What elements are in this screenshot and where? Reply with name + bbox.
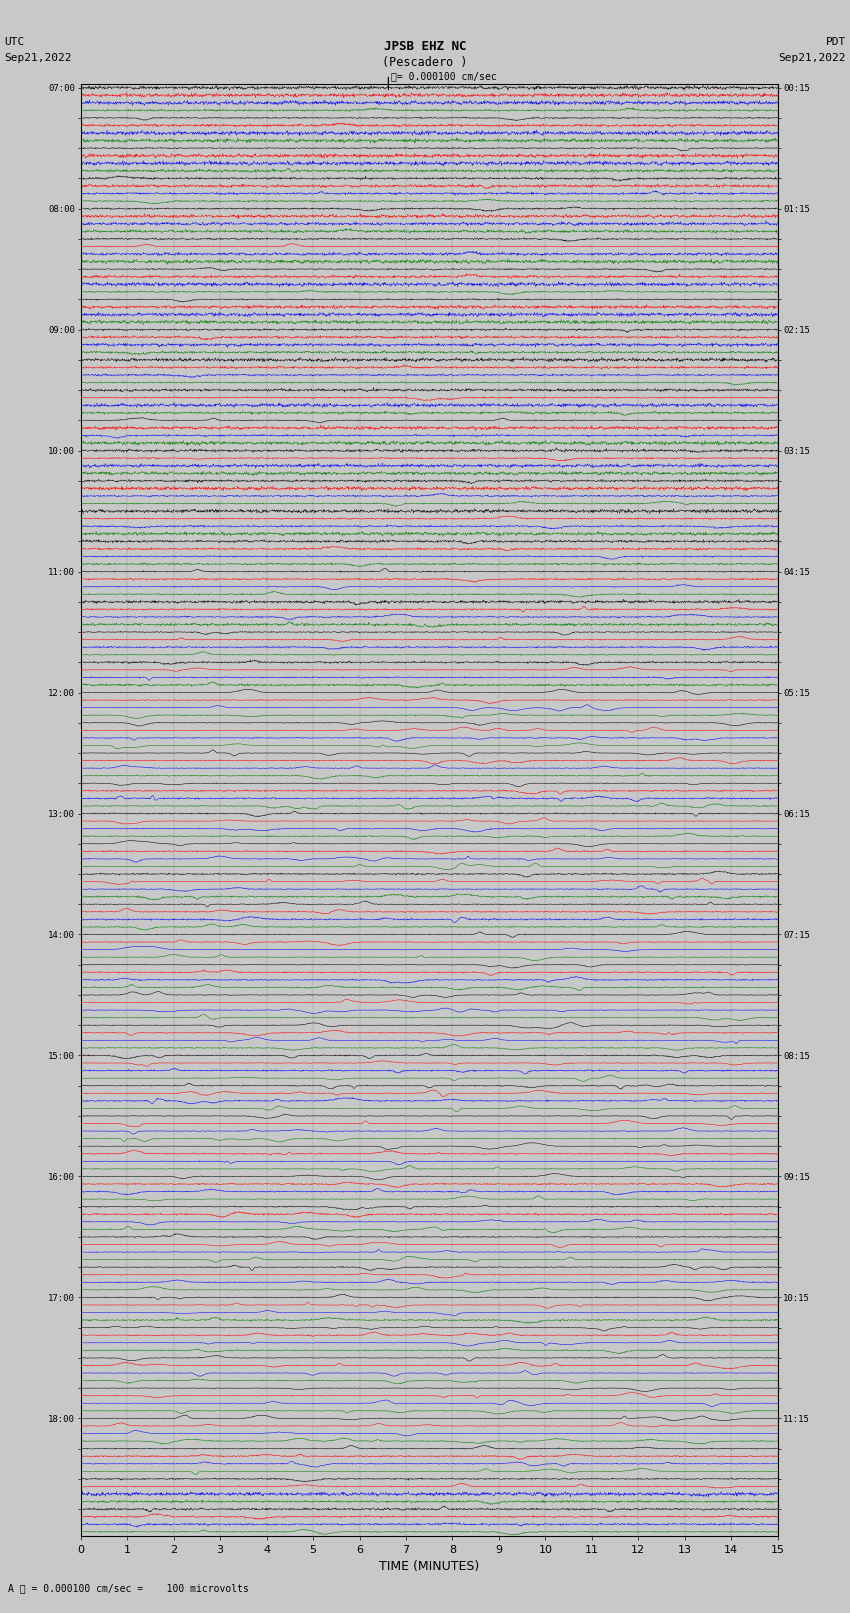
Text: JPSB EHZ NC: JPSB EHZ NC <box>383 40 467 53</box>
Text: PDT: PDT <box>825 37 846 47</box>
Text: ⎯= 0.000100 cm/sec: ⎯= 0.000100 cm/sec <box>391 71 496 81</box>
Text: UTC: UTC <box>4 37 25 47</box>
Text: (Pescadero ): (Pescadero ) <box>382 56 468 69</box>
Text: Sep21,2022: Sep21,2022 <box>779 53 846 63</box>
Text: Sep21,2022: Sep21,2022 <box>4 53 71 63</box>
X-axis label: TIME (MINUTES): TIME (MINUTES) <box>379 1560 479 1573</box>
Text: A ⎯ = 0.000100 cm/sec =    100 microvolts: A ⎯ = 0.000100 cm/sec = 100 microvolts <box>8 1584 249 1594</box>
